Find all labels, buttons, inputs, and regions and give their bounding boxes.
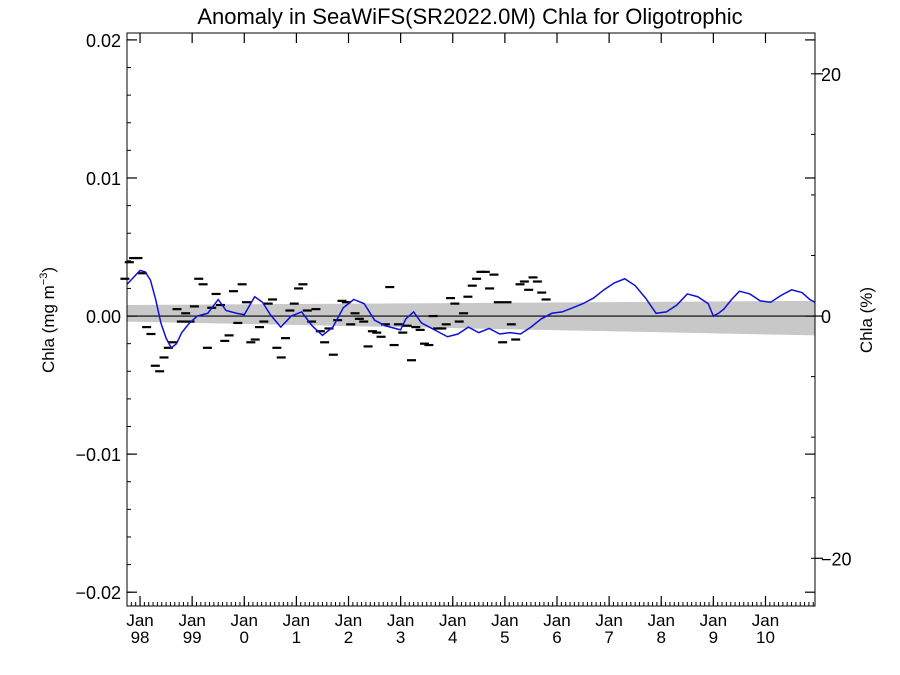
y-tick-label: 0.01: [86, 169, 121, 189]
right-y-axis: 20 0 −20: [811, 65, 852, 569]
x-tick-label-month: Jan: [491, 611, 518, 630]
x-tick-label-month: Jan: [648, 611, 675, 630]
x-tick-label-month: Jan: [178, 611, 205, 630]
x-tick-label-month: Jan: [231, 611, 258, 630]
x-tick-label-year: 3: [396, 628, 405, 647]
confidence-band-area: [127, 300, 815, 336]
x-tick-label-year: 4: [448, 628, 457, 647]
y2-tick-label: 20: [821, 65, 841, 85]
y2-tick-label: 0: [821, 307, 831, 327]
x-tick-label-month: Jan: [752, 611, 779, 630]
left-y-axis: 0.02 0.01 0.00 −0.01 −0.02: [75, 31, 815, 603]
x-tick-label-year: 9: [709, 628, 718, 647]
y-tick-label: −0.02: [75, 583, 121, 603]
x-tick-label-month: Jan: [439, 611, 466, 630]
x-axis: Jan98Jan99Jan0Jan1Jan2Jan3Jan4Jan5Jan6Ja…: [126, 33, 814, 647]
left-y-axis-label-main: Chla (mg m: [39, 285, 58, 373]
right-y-axis-label: Chla (%): [857, 287, 876, 353]
x-tick-label-month: Jan: [543, 611, 570, 630]
y-tick-label: 0.00: [86, 307, 121, 327]
y-tick-label: −0.01: [75, 445, 121, 465]
left-y-axis-label: Chla (mg m−3): [38, 267, 58, 373]
chart-title: Anomaly in SeaWiFS(SR2022.0M) Chla for O…: [197, 4, 742, 29]
x-tick-label-year: 10: [756, 628, 775, 647]
x-tick-label-year: 2: [344, 628, 353, 647]
left-y-axis-label-close: ): [39, 267, 58, 273]
x-tick-label-year: 8: [657, 628, 666, 647]
x-tick-label-year: 0: [240, 628, 249, 647]
x-tick-label-month: Jan: [283, 611, 310, 630]
y-tick-label: 0.02: [86, 31, 121, 51]
x-tick-label-month: Jan: [126, 611, 153, 630]
x-tick-label-year: 7: [604, 628, 613, 647]
x-tick-label-year: 6: [552, 628, 561, 647]
y2-tick-label: −20: [821, 549, 852, 569]
x-tick-label-year: 1: [292, 628, 301, 647]
plot-frame: [126, 32, 816, 607]
x-tick-label-month: Jan: [387, 611, 414, 630]
x-tick-label-month: Jan: [700, 611, 727, 630]
x-tick-label-month: Jan: [335, 611, 362, 630]
x-tick-label-month: Jan: [595, 611, 622, 630]
x-tick-label-year: 5: [500, 628, 509, 647]
x-tick-label-year: 99: [183, 628, 202, 647]
running-mean-line: [126, 269, 816, 349]
left-y-axis-label-superscript: −3: [38, 273, 50, 286]
confidence-band: [127, 300, 815, 336]
x-tick-label-year: 98: [131, 628, 150, 647]
